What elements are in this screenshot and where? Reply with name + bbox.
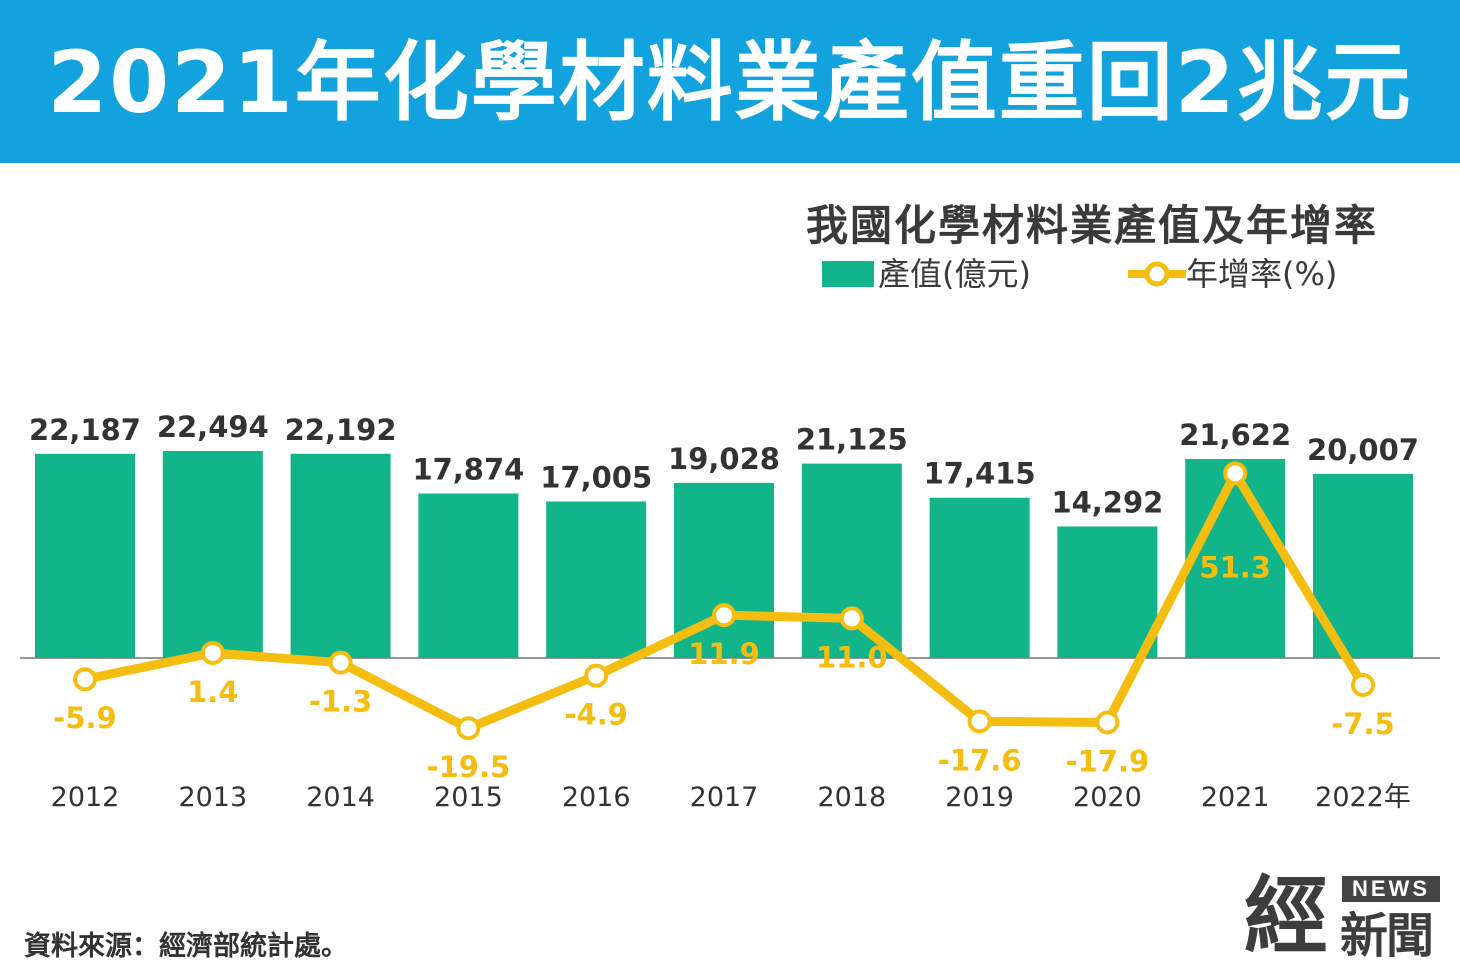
x-tick-label: 2019 xyxy=(945,782,1014,813)
growth-marker xyxy=(200,640,225,665)
growth-value-label: -17.9 xyxy=(1066,744,1150,778)
bar-2014 xyxy=(290,453,391,658)
bar-2019 xyxy=(929,497,1030,658)
bar-value-label: 14,292 xyxy=(1051,485,1163,519)
bar-value-label: 22,494 xyxy=(157,410,269,444)
bar-2016 xyxy=(546,501,647,658)
growth-marker xyxy=(1095,710,1120,735)
growth-value-labels: -5.9 1.4 -1.3 -19.5 -4.9 11.9 11.0 -17.6 -17.9 51… xyxy=(53,550,1394,784)
bar-value-label: 19,028 xyxy=(668,442,780,476)
growth-value-label: -19.5 xyxy=(427,750,511,784)
chart-title: 我國化學材料業產值及年增率 xyxy=(805,201,1378,250)
chart: 22,187 22,494 22,192 17,874 17,005 19,028 21,1… xyxy=(20,410,1440,813)
title-banner: 2021年化學材料業產值重回2兆元 xyxy=(0,0,1460,163)
legend-line-marker xyxy=(1144,261,1170,287)
legend-line-swatch xyxy=(1128,261,1186,287)
growth-marker xyxy=(1351,673,1375,697)
logo-sub-text: 新聞 xyxy=(1340,908,1434,964)
growth-markers xyxy=(73,461,1375,741)
logo-news-badge: NEWS xyxy=(1342,876,1440,902)
bar-value-label: 22,192 xyxy=(285,413,397,447)
growth-marker xyxy=(1223,461,1248,486)
growth-marker xyxy=(839,606,864,631)
x-tick-label: 2017 xyxy=(690,782,759,813)
growth-marker xyxy=(73,667,97,692)
publisher-logo: 經 NEWS 新聞 xyxy=(1244,868,1444,968)
x-tick-label: 2012 xyxy=(51,782,120,813)
growth-value-label: -1.3 xyxy=(309,685,372,719)
logo-main-character: 經 xyxy=(1244,866,1329,965)
bar-value-label: 21,125 xyxy=(796,423,908,457)
x-axis-tick-labels: 2012 2013 2014 2015 2016 2017 2018 2019 2020 2021… xyxy=(51,782,1411,813)
x-tick-label: 2020 xyxy=(1073,782,1142,813)
legend-label-value: 產值(億元) xyxy=(878,255,1031,293)
growth-marker xyxy=(456,716,481,741)
legend-bar-swatch xyxy=(822,261,874,287)
bar-2012 xyxy=(35,453,135,658)
bar-2021 xyxy=(1185,459,1286,658)
growth-value-label: -17.6 xyxy=(938,743,1022,777)
growth-value-label: 1.4 xyxy=(187,675,238,709)
bar-value-label: 22,187 xyxy=(29,413,141,447)
growth-value-label: -4.9 xyxy=(564,698,627,732)
growth-value-label: 11.9 xyxy=(688,637,760,671)
growth-marker xyxy=(967,709,992,734)
x-tick-label: 2022年 xyxy=(1315,782,1411,813)
x-tick-label: 2014 xyxy=(306,782,375,813)
bar-2015 xyxy=(418,493,519,658)
legend: 產值(億元) 年增率(%) xyxy=(822,252,1362,296)
bar-value-labels: 22,187 22,494 22,192 17,874 17,005 19,028 21,1… xyxy=(29,410,1419,519)
banner-title: 2021年化學材料業產值重回2兆元 xyxy=(47,33,1413,133)
growth-marker xyxy=(584,663,609,688)
growth-marker xyxy=(328,650,353,675)
legend-label-growth: 年增率(%) xyxy=(1186,255,1338,293)
x-tick-label: 2021 xyxy=(1201,782,1270,813)
growth-value-label: 11.0 xyxy=(816,640,888,674)
growth-value-label: -5.9 xyxy=(53,701,116,735)
growth-value-label: 51.3 xyxy=(1199,550,1271,584)
x-tick-label: 2016 xyxy=(562,782,631,813)
bar-value-label: 17,005 xyxy=(540,461,652,495)
x-tick-label: 2015 xyxy=(434,782,503,813)
bar-2020 xyxy=(1057,526,1158,658)
growth-marker xyxy=(712,603,736,628)
source-note: 資料來源：經濟部統計處。 xyxy=(24,931,348,962)
growth-value-label: -7.5 xyxy=(1331,707,1394,741)
x-tick-label: 2013 xyxy=(178,782,247,813)
bar-value-label: 21,622 xyxy=(1179,418,1291,452)
bar-value-label: 20,007 xyxy=(1307,433,1419,467)
x-tick-label: 2018 xyxy=(817,782,886,813)
bar-2013 xyxy=(162,451,263,658)
bar-value-label: 17,415 xyxy=(924,457,1036,491)
bar-value-label: 17,874 xyxy=(412,453,524,487)
